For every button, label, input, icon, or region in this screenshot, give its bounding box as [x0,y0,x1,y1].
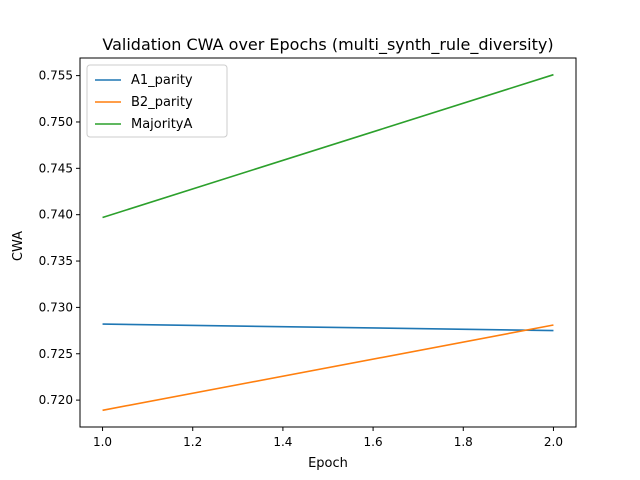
legend-entry-label: A1_parity [131,73,193,88]
axis-ticks: 1.0 1.2 1.4 1.6 1.8 2.0 0.720 0.725 0.730 0.735 0.… [39,69,563,449]
x-tick-label: 2.0 [544,435,563,449]
y-tick-label: 0.755 [39,69,73,83]
y-tick-label: 0.720 [39,393,73,407]
legend: A1_parity B2_parity MajorityA [86,64,228,138]
y-tick-label: 0.745 [39,161,73,175]
plot-area [102,73,554,412]
legend-box [86,64,228,138]
x-tick-label: 1.2 [183,435,202,449]
y-tick-label: 0.725 [39,347,73,361]
x-tick-label: 1.4 [273,435,292,449]
series-line-majoritya [102,73,554,219]
plot-frame [79,57,577,428]
x-axis-label: Epoch [308,456,348,471]
x-tick-label: 1.8 [454,435,473,449]
y-tick-label: 0.735 [39,254,73,268]
y-tick-label: 0.730 [39,300,73,314]
series-line-a1-parity [102,323,554,332]
series-line-b2-parity [102,324,554,412]
x-tick-label: 1.6 [364,435,383,449]
x-tick-label: 1.0 [93,435,112,449]
legend-entry-label: MajorityA [131,117,192,132]
chart-title: Validation CWA over Epochs (multi_synth_… [102,35,553,55]
legend-entry-label: B2_parity [131,95,193,110]
y-tick-label: 0.740 [39,208,73,222]
y-tick-label: 0.750 [39,115,73,129]
y-axis-label: CWA [11,231,26,261]
